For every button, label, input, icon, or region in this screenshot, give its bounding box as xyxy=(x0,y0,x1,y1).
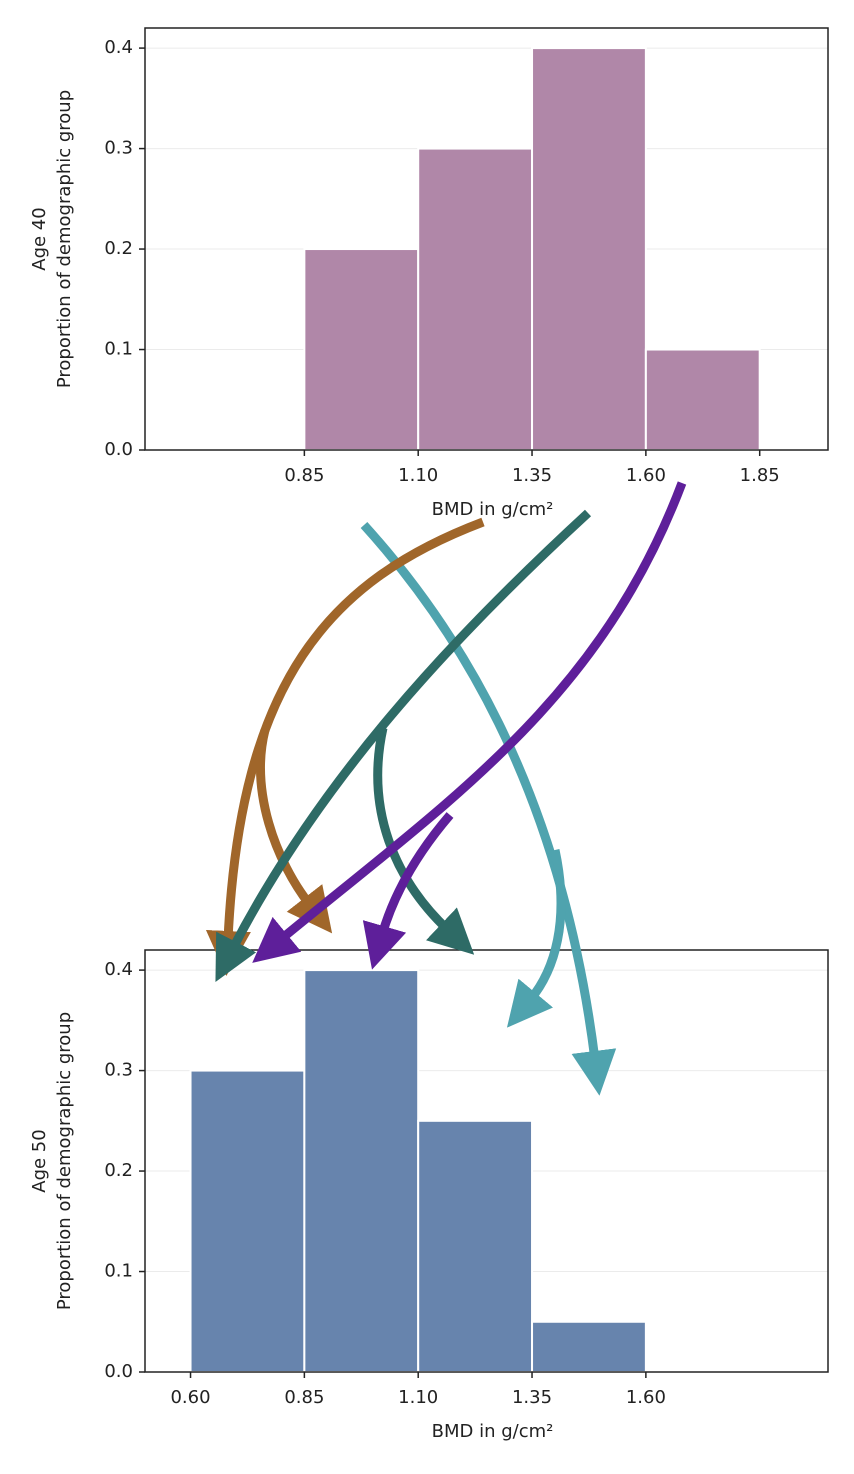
x-tick-label: 1.10 xyxy=(398,1387,438,1408)
axes-frame xyxy=(144,27,829,451)
x-axis-label: BMD in g/cm² xyxy=(432,1421,554,1442)
arrow xyxy=(252,481,687,963)
x-tick-label: 1.85 xyxy=(740,465,780,486)
x-tick-label: 0.60 xyxy=(170,1387,210,1408)
bar xyxy=(644,348,761,451)
arrow xyxy=(256,728,333,934)
bar xyxy=(189,1069,306,1373)
bar xyxy=(531,47,647,451)
arrow xyxy=(215,509,592,982)
y-tick-label: 0.2 xyxy=(104,1160,133,1181)
y-tick-label: 0.1 xyxy=(104,1261,133,1282)
x-tick-label: 1.10 xyxy=(398,465,438,486)
x-tick-label: 0.85 xyxy=(284,465,324,486)
x-tick-label: 1.60 xyxy=(626,1387,666,1408)
bar xyxy=(531,1320,647,1374)
y-axis-label: Proportion of demographic group xyxy=(54,1012,75,1310)
arrow xyxy=(362,812,454,970)
arrows xyxy=(205,481,687,1096)
y-tick-label: 0.4 xyxy=(104,37,133,58)
y-tick-label: 0.1 xyxy=(104,339,133,360)
y-tick-label: 0.4 xyxy=(104,959,133,980)
arrow xyxy=(373,727,475,955)
x-tick-label: 0.85 xyxy=(284,1387,324,1408)
y-axis-label: Proportion of demographic group xyxy=(54,90,75,388)
bar xyxy=(417,1119,534,1374)
y-axis-label: Age 50 xyxy=(29,1129,50,1192)
y-tick-label: 0.0 xyxy=(104,1361,133,1382)
arrow xyxy=(506,849,566,1028)
y-tick-label: 0.3 xyxy=(104,1060,133,1081)
arrow xyxy=(205,517,485,976)
bar xyxy=(417,147,534,451)
bar xyxy=(303,248,420,451)
y-tick-label: 0.0 xyxy=(104,439,133,460)
x-tick-label: 1.60 xyxy=(626,465,666,486)
bar xyxy=(303,969,420,1373)
y-tick-label: 0.3 xyxy=(104,138,133,159)
x-tick-label: 1.35 xyxy=(512,1387,552,1408)
x-tick-label: 1.35 xyxy=(512,465,552,486)
y-axis-label: Age 40 xyxy=(29,207,50,270)
axes-frame xyxy=(144,949,829,1373)
arrow xyxy=(360,521,617,1096)
x-axis-label: BMD in g/cm² xyxy=(432,499,554,520)
y-tick-label: 0.2 xyxy=(104,238,133,259)
